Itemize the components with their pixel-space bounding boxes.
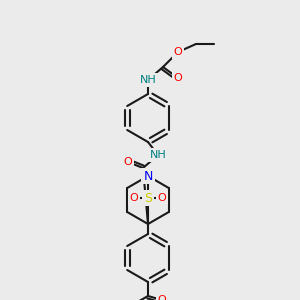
Text: O: O (174, 47, 182, 57)
Text: N: N (143, 169, 153, 182)
Text: O: O (158, 295, 166, 300)
Text: NH: NH (150, 150, 166, 160)
Text: O: O (130, 193, 138, 203)
Text: O: O (158, 193, 166, 203)
Text: O: O (124, 157, 132, 167)
Text: S: S (144, 191, 152, 205)
Text: O: O (174, 73, 182, 83)
Text: NH: NH (140, 75, 156, 85)
